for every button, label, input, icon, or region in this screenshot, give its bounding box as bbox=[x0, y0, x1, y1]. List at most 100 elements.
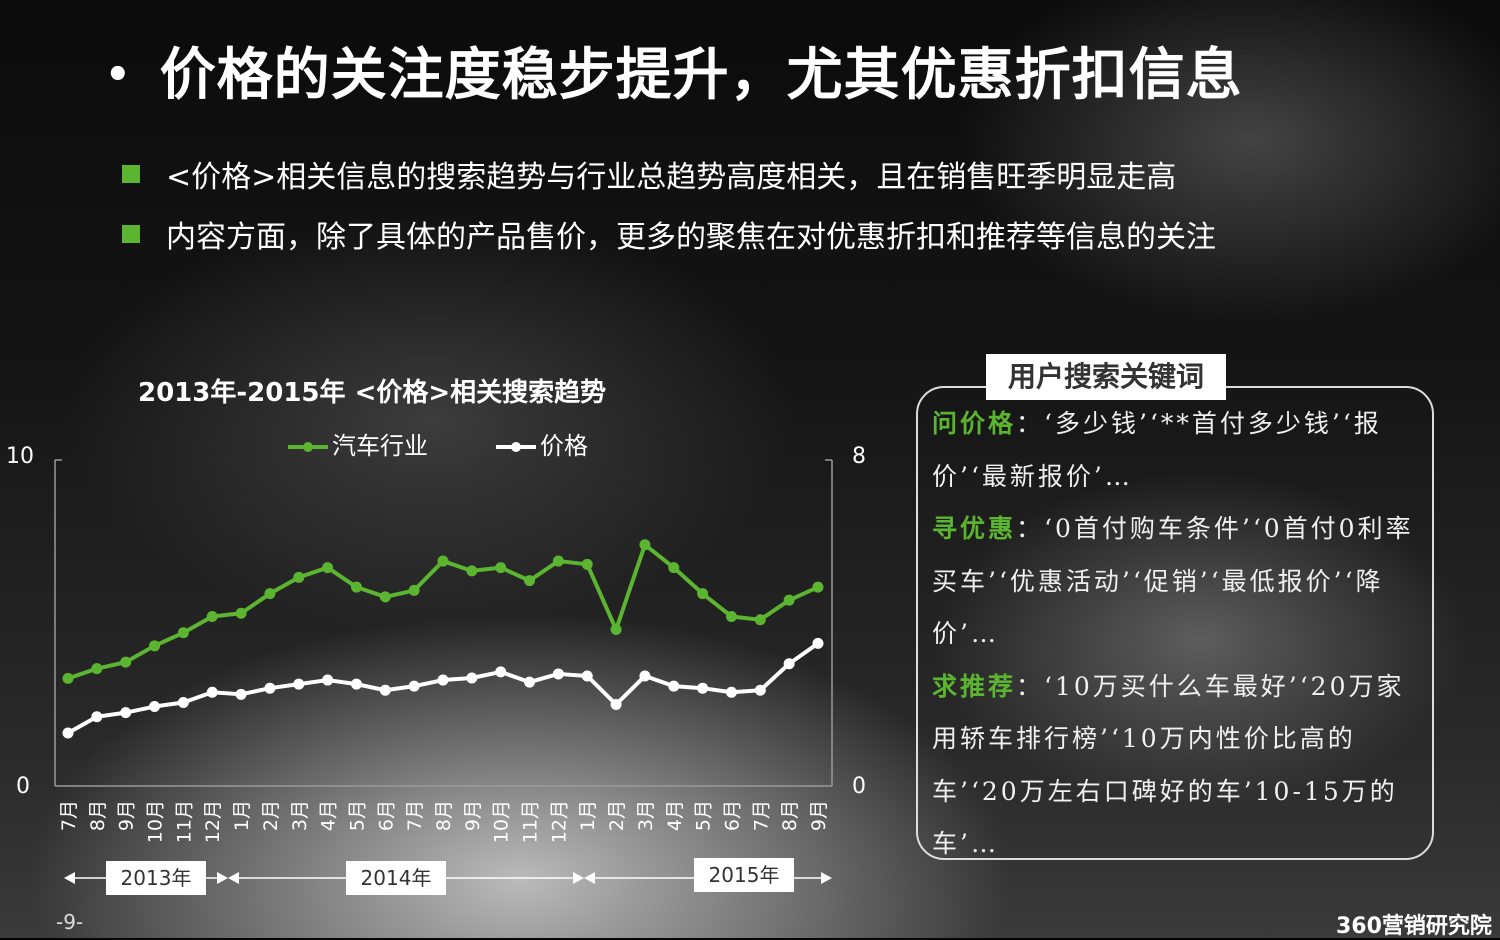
x-tick-label: 8月 bbox=[779, 800, 801, 831]
series-2-point bbox=[177, 696, 189, 708]
series-2-point bbox=[264, 682, 276, 694]
bullet-1: <价格>相关信息的搜索趋势与行业总趋势高度相关，且在销售旺季明显走高 bbox=[122, 152, 1176, 196]
series-1-point bbox=[293, 571, 305, 583]
keyword-text-discount: ：‘0首付购车条件’‘0首付0利率买车’‘优惠活动’‘促销’‘最低报价’‘降价’… bbox=[932, 514, 1414, 648]
series-2-point bbox=[350, 678, 362, 690]
series-1-point bbox=[206, 610, 218, 622]
series-1-point bbox=[437, 555, 449, 567]
series-2-point bbox=[725, 686, 737, 698]
keyword-panel-body: 问价格：‘多少钱’‘**首付多少钱’‘报价’‘最新报价’… 寻优惠：‘0首付购车… bbox=[932, 398, 1422, 871]
series-2-point bbox=[668, 680, 680, 692]
green-square-icon bbox=[122, 165, 140, 183]
series-1-point bbox=[552, 555, 564, 567]
series-1-point bbox=[379, 591, 391, 603]
series-1-point bbox=[697, 588, 709, 600]
y-left-min-label: 0 bbox=[16, 774, 30, 799]
keyword-panel-title: 用户搜索关键词 bbox=[986, 354, 1226, 400]
x-tick-label: 6月 bbox=[375, 800, 397, 831]
title-bullet-icon: • bbox=[105, 52, 132, 98]
series-2-point bbox=[697, 682, 709, 694]
slide-title: • 价格的关注度稳步提升，尤其优惠折扣信息 bbox=[105, 30, 1243, 111]
series-2-point bbox=[235, 688, 247, 700]
series-2-point bbox=[812, 637, 824, 649]
series-2-point bbox=[379, 684, 391, 696]
series-1-point bbox=[725, 610, 737, 622]
x-tick-label: 7月 bbox=[750, 800, 772, 831]
x-tick-label: 7月 bbox=[404, 800, 426, 831]
bullet-2: 内容方面，除了具体的产品售价，更多的聚焦在对优惠折扣和推荐等信息的关注 bbox=[122, 212, 1216, 256]
series-2-point bbox=[466, 672, 478, 684]
slide-title-text: 价格的关注度稳步提升，尤其优惠折扣信息 bbox=[159, 43, 1243, 108]
x-tick-label: 11月 bbox=[520, 800, 542, 843]
series-1-point bbox=[350, 581, 362, 593]
x-tick-label: 2月 bbox=[260, 800, 282, 831]
series-2-point bbox=[639, 670, 651, 682]
legend-price-label: 价格 bbox=[540, 432, 588, 460]
legend-white-line-icon bbox=[496, 442, 536, 452]
series-1-point bbox=[120, 656, 132, 668]
x-tick-label: 9月 bbox=[462, 800, 484, 831]
arrow-left-icon bbox=[64, 872, 75, 884]
arrow-right-icon bbox=[573, 872, 584, 884]
arrow-left-icon bbox=[228, 872, 239, 884]
series-2-point bbox=[783, 658, 795, 670]
series-1-point bbox=[408, 584, 420, 596]
x-tick-label: 3月 bbox=[289, 800, 311, 831]
x-tick-label: 2月 bbox=[606, 800, 628, 831]
series-1-point bbox=[581, 558, 593, 570]
series-2-point bbox=[610, 699, 622, 710]
series-1-point bbox=[62, 672, 74, 684]
x-tick-label: 10月 bbox=[145, 800, 167, 843]
series-1-point bbox=[91, 663, 103, 675]
keyword-text-ask-price: ：‘多少钱’‘**首付多少钱’‘报价’‘最新报价’… bbox=[932, 409, 1382, 491]
series-2-point bbox=[149, 701, 161, 713]
series-2-point bbox=[408, 680, 420, 692]
x-tick-label: 9月 bbox=[808, 800, 830, 831]
series-2-point bbox=[322, 674, 334, 686]
x-tick-label: 12月 bbox=[202, 800, 224, 843]
chart-title: 2013年-2015年 <价格>相关搜索趋势 bbox=[138, 378, 607, 408]
year-box-2015: 2015年 bbox=[694, 858, 794, 892]
x-tick-label: 6月 bbox=[721, 800, 743, 831]
series-2-point bbox=[754, 684, 766, 696]
series-2-point bbox=[552, 668, 564, 680]
series-2-point bbox=[91, 711, 103, 723]
brand-logo: 360营销研究院 bbox=[1336, 914, 1492, 939]
legend-industry-label: 汽车行业 bbox=[332, 432, 428, 460]
arrow-left-icon bbox=[584, 872, 595, 884]
series-1-point bbox=[466, 565, 478, 577]
series-1-point bbox=[524, 575, 536, 587]
bullet-2-text: 内容方面，除了具体的产品售价，更多的聚焦在对优惠折扣和推荐等信息的关注 bbox=[166, 220, 1216, 255]
series-1-point bbox=[495, 562, 507, 574]
x-tick-label: 11月 bbox=[173, 800, 195, 843]
x-tick-label: 4月 bbox=[318, 800, 340, 831]
series-1-point bbox=[639, 539, 651, 551]
series-1-point bbox=[235, 607, 247, 619]
series-2-point bbox=[206, 686, 218, 698]
series-1-point bbox=[177, 627, 189, 639]
series-1-point bbox=[322, 562, 334, 574]
series-2-point bbox=[524, 676, 536, 688]
series-2-point bbox=[437, 674, 449, 686]
x-tick-label: 5月 bbox=[693, 800, 715, 831]
x-tick-label: 8月 bbox=[87, 800, 109, 831]
series-2-point bbox=[293, 678, 305, 690]
series-1-point bbox=[754, 614, 766, 626]
series-1-point bbox=[812, 581, 824, 593]
legend-industry: 汽车行业 bbox=[286, 426, 428, 461]
series-1-point bbox=[610, 624, 622, 636]
series-1-point bbox=[668, 562, 680, 574]
y-left-max-label: 10 bbox=[6, 444, 34, 469]
y-right-min-label: 0 bbox=[852, 774, 866, 799]
keyword-label-ask-price: 问价格 bbox=[932, 409, 1017, 438]
series-2-point bbox=[495, 666, 507, 678]
x-tick-label: 1月 bbox=[577, 800, 599, 831]
x-tick-label: 3月 bbox=[635, 800, 657, 831]
keyword-label-discount: 寻优惠 bbox=[932, 514, 1017, 543]
arrow-right-icon bbox=[217, 872, 228, 884]
x-tick-label: 8月 bbox=[433, 800, 455, 831]
year-box-2014: 2014年 bbox=[346, 861, 446, 895]
x-tick-label: 4月 bbox=[664, 800, 686, 831]
